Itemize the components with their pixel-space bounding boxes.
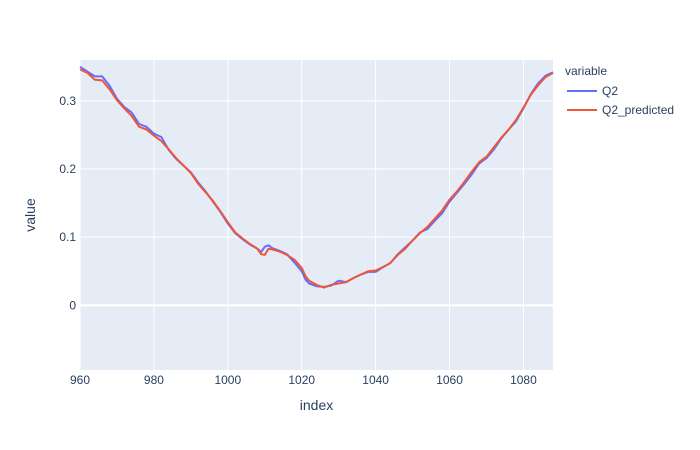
y-tick-label: 0.2 xyxy=(59,162,76,176)
y-tick-label: 0 xyxy=(69,298,76,312)
x-tick-label: 1020 xyxy=(288,373,315,387)
y-axis-title: value xyxy=(22,198,38,232)
y-tick-labels: 0 0.1 0.2 0.3 xyxy=(59,94,76,312)
y-tick-label: 0.1 xyxy=(59,230,76,244)
x-tick-label: 1060 xyxy=(436,373,463,387)
plot-background xyxy=(80,60,553,370)
x-tick-labels: 960 980 1000 1020 1040 1060 1080 xyxy=(70,373,537,387)
y-tick-label: 0.3 xyxy=(59,94,76,108)
legend-item-q2[interactable]: Q2 xyxy=(567,84,618,98)
x-tick-label: 980 xyxy=(144,373,164,387)
x-tick-label: 1080 xyxy=(510,373,537,387)
series-lines xyxy=(79,65,554,289)
series-line-q2[interactable] xyxy=(79,65,554,288)
legend-item-q2-predicted[interactable]: Q2_predicted xyxy=(567,103,674,117)
x-tick-label: 1000 xyxy=(214,373,241,387)
legend[interactable]: variable Q2 Q2_predicted xyxy=(565,64,674,117)
x-tick-label: 960 xyxy=(70,373,90,387)
series-line-q2-predicted[interactable] xyxy=(79,68,554,289)
x-axis-title: index xyxy=(300,397,333,413)
legend-title: variable xyxy=(565,64,607,78)
legend-label-q2-predicted: Q2_predicted xyxy=(602,103,674,117)
x-tick-label: 1040 xyxy=(362,373,389,387)
legend-label-q2: Q2 xyxy=(602,84,618,98)
